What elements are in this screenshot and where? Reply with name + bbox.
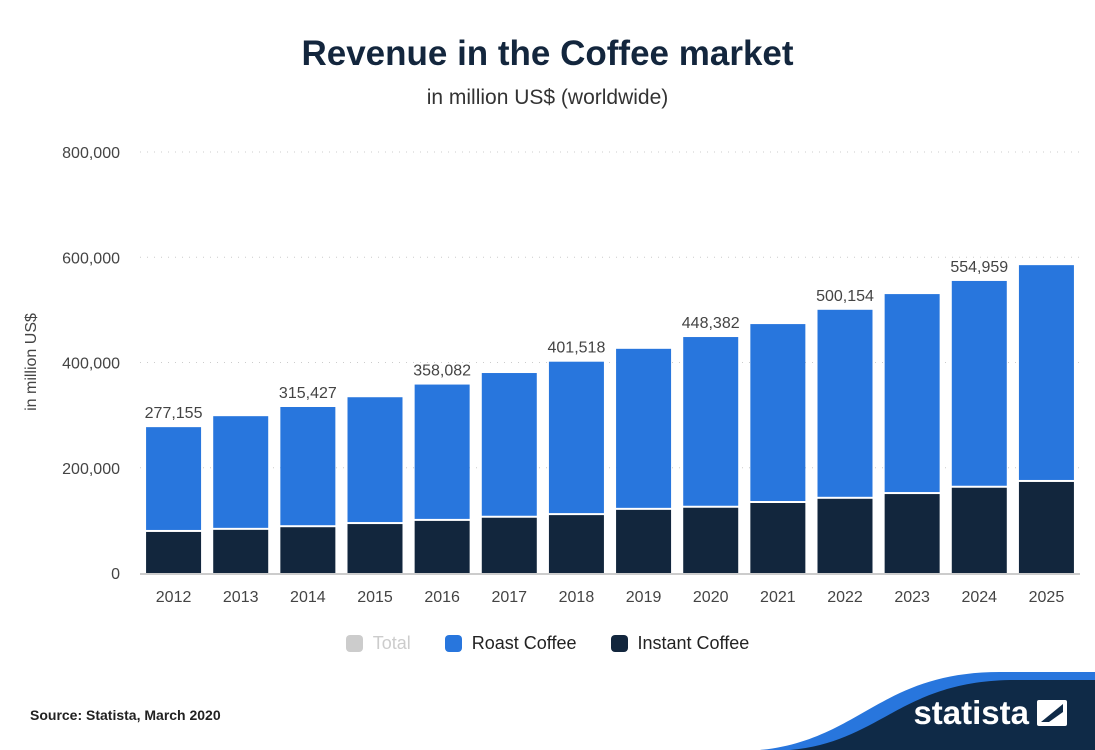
logo-text: statista — [913, 694, 1029, 731]
x-tick-label: 2012 — [156, 589, 192, 606]
bar-instant-coffee — [750, 503, 806, 573]
x-tick-label: 2017 — [491, 589, 527, 606]
chart-title: Revenue in the Coffee market — [301, 34, 794, 73]
y-axis-label: in million US$ — [23, 313, 40, 411]
data-label: 554,959 — [950, 259, 1008, 276]
data-label: 500,154 — [816, 288, 874, 305]
bar-roast-coffee — [683, 337, 739, 506]
x-tick-label: 2019 — [626, 589, 662, 606]
bar-roast-coffee — [213, 416, 269, 528]
legend-item-roast[interactable]: Roast Coffee — [444, 633, 577, 654]
bar-instant-coffee — [347, 524, 403, 573]
bar-roast-coffee — [750, 324, 806, 502]
bar-roast-coffee — [951, 280, 1007, 486]
legend-swatch-total — [345, 635, 363, 652]
bar-instant-coffee — [146, 531, 202, 573]
bar-roast-coffee — [414, 384, 470, 519]
legend-swatch-roast — [444, 635, 462, 652]
legend-label-total: Total — [372, 633, 411, 653]
y-tick-label: 400,000 — [62, 356, 120, 373]
bar-instant-coffee — [280, 527, 336, 573]
bar-roast-coffee — [280, 407, 336, 526]
data-label: 277,155 — [145, 405, 203, 422]
bar-chart: 0 200,000 400,000 600,000 800,000 in million … — [23, 145, 1080, 606]
bar-instant-coffee — [548, 515, 604, 573]
x-tick-label: 2013 — [223, 589, 259, 606]
legend-swatch-instant — [610, 635, 628, 652]
x-tick-label: 2022 — [827, 589, 863, 606]
bar-roast-coffee — [817, 309, 873, 497]
bar-roast-coffee — [548, 361, 604, 514]
x-tick-label: 2016 — [424, 589, 460, 606]
statista-logo[interactable]: statista — [913, 694, 1067, 732]
x-tick-label: 2021 — [760, 589, 796, 606]
x-tick-label: 2023 — [894, 589, 930, 606]
data-label: 401,518 — [548, 340, 606, 357]
x-tick-label: 2014 — [290, 589, 326, 606]
y-tick-label: 200,000 — [62, 461, 120, 478]
x-tick-label: 2024 — [961, 589, 997, 606]
data-label: 315,427 — [279, 385, 337, 402]
bar-instant-coffee — [817, 498, 873, 573]
data-label: 358,082 — [413, 363, 471, 380]
bar-instant-coffee — [213, 529, 269, 573]
y-tick-label: 0 — [111, 566, 120, 583]
y-tick-label: 600,000 — [62, 250, 120, 267]
x-tick-label: 2020 — [693, 589, 729, 606]
source-text: Source: Statista, March 2020 — [30, 707, 221, 723]
legend-item-instant[interactable]: Instant Coffee — [610, 633, 750, 654]
bar-instant-coffee — [414, 520, 470, 573]
bar-instant-coffee — [481, 517, 537, 573]
bar-roast-coffee — [146, 427, 202, 530]
bar-instant-coffee — [1018, 481, 1074, 573]
bar-instant-coffee — [616, 509, 672, 573]
chart-subtitle: in million US$ (worldwide) — [426, 86, 669, 109]
legend: Total Roast Coffee Instant Coffee — [0, 633, 1095, 654]
bar-instant-coffee — [951, 487, 1007, 573]
bar-roast-coffee — [347, 397, 403, 523]
bar-instant-coffee — [683, 507, 739, 573]
x-tick-label: 2015 — [357, 589, 393, 606]
bar-roast-coffee — [1018, 265, 1074, 480]
bar-roast-coffee — [616, 348, 672, 508]
data-label: 448,382 — [682, 315, 740, 332]
y-tick-label: 800,000 — [62, 145, 120, 162]
legend-label-instant: Instant Coffee — [637, 633, 750, 653]
legend-item-total[interactable]: Total — [345, 633, 411, 654]
x-tick-label: 2025 — [1029, 589, 1065, 606]
bar-roast-coffee — [884, 294, 940, 493]
legend-label-roast: Roast Coffee — [471, 633, 577, 653]
x-tick-label: 2018 — [559, 589, 595, 606]
statista-logo-icon — [1037, 700, 1067, 726]
bar-instant-coffee — [884, 494, 940, 573]
bar-roast-coffee — [481, 373, 537, 516]
